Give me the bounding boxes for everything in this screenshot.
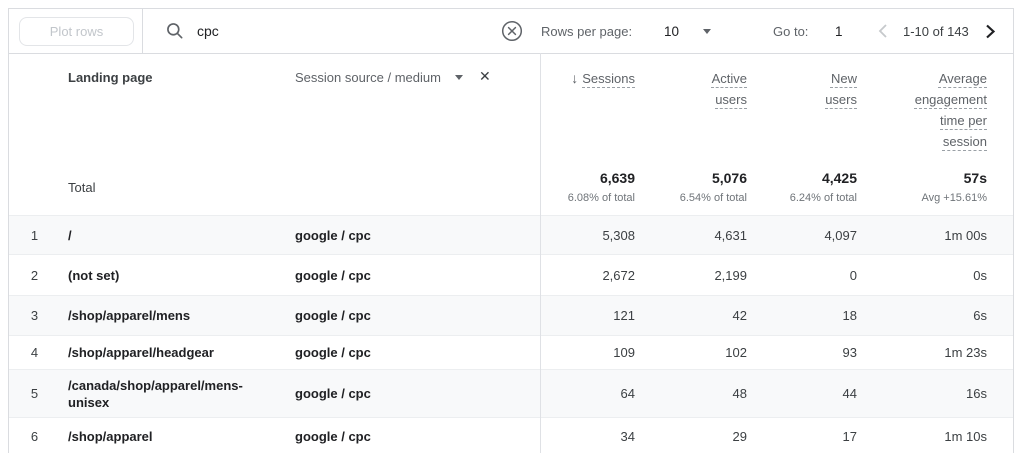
row-index: 3 (30, 308, 39, 323)
active-users-cell: 4,631 (714, 227, 747, 243)
remove-dimension-icon[interactable]: ✕ (478, 68, 491, 84)
row-index: 2 (30, 267, 39, 283)
totals-row: Total 6,639 6.08% of total 5,076 6.54% o… (9, 162, 1013, 215)
sessions-cell: 121 (613, 308, 635, 323)
landing-page-cell: /shop/apparel (68, 429, 153, 444)
clear-search-icon[interactable] (501, 9, 523, 53)
source-medium-caret-icon[interactable] (454, 75, 463, 80)
toolbar-divider (142, 9, 143, 53)
sort-descending-icon: ↓ (571, 70, 579, 86)
table-toolbar: Plot rows cpc Rows per page: 10 Go to: (9, 9, 1013, 54)
new-users-cell: 93 (842, 345, 857, 360)
active-users-header[interactable]: Active users (711, 71, 747, 107)
totals-sessions: 6,639 6.08% of total (567, 170, 635, 204)
go-to-input[interactable]: 1 (835, 23, 843, 39)
go-to-label: Go to: (773, 23, 809, 39)
landing-page-cell: /shop/apparel/mens (68, 308, 191, 323)
active-users-cell: 2,199 (714, 267, 747, 283)
sessions-header[interactable]: ↓ Sessions (540, 54, 635, 162)
rows-per-page-caret-icon[interactable] (703, 9, 711, 53)
source-medium-cell: google / cpc (295, 386, 371, 401)
source-medium-cell: google / cpc (295, 345, 371, 360)
sessions-cell: 34 (620, 429, 635, 444)
new-users-header[interactable]: New users (825, 71, 857, 107)
table-row: 2 (not set) google / cpc 2,672 2,199 0 0… (9, 254, 1013, 295)
source-medium-cell: google / cpc (295, 267, 371, 283)
active-users-cell: 29 (732, 429, 747, 444)
new-users-cell: 44 (842, 386, 857, 401)
row-index: 4 (30, 345, 39, 360)
avg-engagement-cell: 1m 10s (944, 429, 987, 444)
new-users-cell: 4,097 (824, 227, 857, 243)
source-medium-header[interactable]: Session source / medium ✕ (287, 54, 540, 162)
avg-engagement-cell: 1m 23s (944, 345, 987, 360)
pagination-range: 1-10 of 143 (903, 23, 969, 39)
avg-engagement-cell: 6s (973, 308, 987, 323)
landing-page-cell: (not set) (68, 267, 120, 283)
sessions-cell: 2,672 (602, 267, 635, 283)
totals-new-users: 4,425 6.24% of total (789, 170, 857, 204)
table-panel: Plot rows cpc Rows per page: 10 Go to: (8, 8, 1014, 453)
index-header (9, 54, 60, 162)
landing-page-cell: /shop/apparel/headgear (68, 345, 214, 360)
landing-page-header: Landing page (68, 70, 153, 85)
avg-engagement-cell: 16s (966, 386, 987, 401)
new-users-cell: 18 (842, 308, 857, 323)
row-index: 1 (30, 227, 39, 243)
source-medium-cell: google / cpc (295, 429, 371, 444)
rows-per-page-label: Rows per page: (541, 23, 633, 39)
rows-per-page-select[interactable]: 10 (664, 23, 680, 39)
plot-rows-button[interactable]: Plot rows (19, 16, 134, 46)
active-users-cell: 48 (732, 386, 747, 401)
table-header-row: Landing page Session source / medium ✕ ↓… (9, 54, 1013, 162)
new-users-cell: 0 (849, 267, 857, 283)
source-medium-header-label: Session source / medium (295, 70, 441, 85)
sessions-cell: 64 (620, 386, 635, 401)
table-row: 1 / google / cpc 5,308 4,631 4,097 1m 00… (9, 215, 1013, 254)
totals-active-users: 5,076 6.54% of total (679, 170, 747, 204)
sessions-cell: 109 (613, 345, 635, 360)
next-page-icon[interactable] (984, 9, 996, 53)
avg-engagement-cell: 0s (973, 267, 987, 283)
landing-page-cell: / (68, 227, 72, 243)
sessions-cell: 5,308 (602, 227, 635, 243)
source-medium-cell: google / cpc (295, 227, 371, 243)
avg-engagement-cell: 1m 00s (944, 227, 987, 243)
search-icon (165, 9, 185, 53)
totals-label: Total (68, 180, 96, 195)
table-row: 5 /canada/shop/apparel/mens-unisex googl… (9, 369, 1013, 417)
avg-engagement-header[interactable]: Average engagement time per session (914, 71, 987, 149)
table-body: 1 / google / cpc 5,308 4,631 4,097 1m 00… (9, 215, 1013, 453)
previous-page-icon[interactable] (877, 9, 888, 53)
landing-page-cell: /canada/shop/apparel/mens-unisex (68, 377, 243, 410)
row-index: 6 (30, 429, 39, 444)
new-users-cell: 17 (842, 429, 857, 444)
table-row: 6 /shop/apparel google / cpc 34 29 17 1m… (9, 417, 1013, 453)
search-input[interactable]: cpc (197, 23, 219, 39)
totals-avg-engagement: 57s Avg +15.61% (921, 170, 987, 204)
table-row: 3 /shop/apparel/mens google / cpc 121 42… (9, 295, 1013, 335)
active-users-cell: 102 (725, 345, 747, 360)
dimension-metric-divider (540, 53, 541, 453)
table-row: 4 /shop/apparel/headgear google / cpc 10… (9, 335, 1013, 369)
row-index: 5 (30, 386, 39, 401)
active-users-cell: 42 (732, 308, 747, 323)
source-medium-cell: google / cpc (295, 308, 371, 323)
